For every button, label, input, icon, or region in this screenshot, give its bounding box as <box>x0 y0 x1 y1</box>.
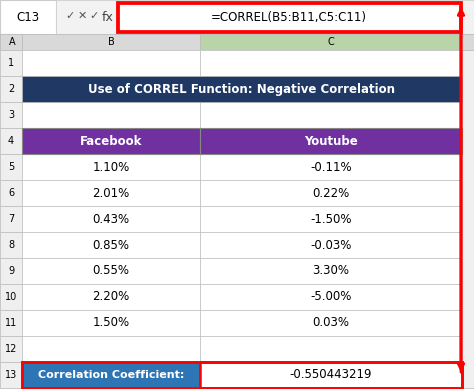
Text: 2: 2 <box>8 84 14 94</box>
Bar <box>0 128 22 154</box>
Bar <box>462 50 474 388</box>
Text: 1.50%: 1.50% <box>92 317 129 329</box>
Text: Correlation Coefficient:: Correlation Coefficient: <box>38 370 184 380</box>
Text: 9: 9 <box>8 266 14 276</box>
Bar <box>22 154 200 180</box>
Bar <box>200 128 462 154</box>
Bar <box>0 258 22 284</box>
Text: =CORREL(B5:B11,C5:C11): =CORREL(B5:B11,C5:C11) <box>211 11 367 23</box>
Bar <box>200 180 462 206</box>
Bar <box>22 76 462 102</box>
Text: -5.00%: -5.00% <box>310 291 352 303</box>
Bar <box>200 34 462 50</box>
Bar <box>22 232 200 258</box>
Text: 12: 12 <box>5 344 17 354</box>
Text: C: C <box>328 37 334 47</box>
Bar <box>0 50 22 76</box>
Bar <box>200 128 462 154</box>
Bar <box>200 76 462 102</box>
Bar <box>22 362 462 388</box>
Text: ✓: ✓ <box>89 11 99 21</box>
Text: 7: 7 <box>8 214 14 224</box>
Bar <box>0 206 22 232</box>
Bar <box>462 34 474 50</box>
Text: 1.10%: 1.10% <box>92 161 129 173</box>
Bar <box>200 362 462 388</box>
Text: C13: C13 <box>17 11 39 23</box>
Bar <box>22 180 200 206</box>
Text: 8: 8 <box>8 240 14 250</box>
Text: 0.85%: 0.85% <box>92 238 129 252</box>
Bar <box>0 154 22 180</box>
Text: fx: fx <box>102 11 114 23</box>
Bar <box>0 336 22 362</box>
Text: Youtube: Youtube <box>304 135 358 147</box>
Bar <box>22 258 200 284</box>
Bar <box>0 76 22 102</box>
Bar <box>200 154 462 180</box>
Bar <box>200 284 462 310</box>
Bar <box>0 232 22 258</box>
Text: Use of CORREL Function: Negative Correlation: Use of CORREL Function: Negative Correla… <box>89 82 395 96</box>
Bar <box>22 362 200 388</box>
Text: 0.43%: 0.43% <box>92 212 129 226</box>
Bar <box>0 34 22 50</box>
Text: 5: 5 <box>8 162 14 172</box>
Bar <box>0 0 474 34</box>
Text: 2.20%: 2.20% <box>92 291 129 303</box>
Text: Facebook: Facebook <box>80 135 142 147</box>
Text: 6: 6 <box>8 188 14 198</box>
Text: A: A <box>9 37 15 47</box>
Bar <box>22 284 200 310</box>
Text: -0.03%: -0.03% <box>310 238 352 252</box>
Bar <box>22 128 200 154</box>
Bar <box>22 362 200 388</box>
Bar <box>22 34 200 50</box>
Bar <box>22 336 200 362</box>
Bar <box>200 50 462 76</box>
Text: ✕: ✕ <box>77 11 87 21</box>
Text: 1: 1 <box>8 58 14 68</box>
Bar <box>22 102 200 128</box>
Text: 11: 11 <box>5 318 17 328</box>
Bar <box>22 50 200 76</box>
Text: 0.22%: 0.22% <box>312 186 350 200</box>
Text: 3.30%: 3.30% <box>312 265 349 277</box>
Bar <box>22 128 200 154</box>
Bar <box>0 34 22 50</box>
Bar <box>200 258 462 284</box>
Bar <box>0 0 56 34</box>
Bar <box>0 310 22 336</box>
Bar <box>56 0 116 34</box>
Text: -0.11%: -0.11% <box>310 161 352 173</box>
Bar <box>200 206 462 232</box>
Bar <box>22 76 200 102</box>
Bar <box>0 362 22 388</box>
Text: 0.03%: 0.03% <box>312 317 349 329</box>
Bar <box>200 336 462 362</box>
Bar <box>0 284 22 310</box>
Bar <box>200 310 462 336</box>
Text: 4: 4 <box>8 136 14 146</box>
Bar <box>0 102 22 128</box>
Text: -1.50%: -1.50% <box>310 212 352 226</box>
Text: 3: 3 <box>8 110 14 120</box>
Text: 2.01%: 2.01% <box>92 186 129 200</box>
Bar <box>117 2 461 32</box>
Text: B: B <box>108 37 114 47</box>
Bar <box>0 180 22 206</box>
Bar <box>200 232 462 258</box>
Text: 10: 10 <box>5 292 17 302</box>
Text: 13: 13 <box>5 370 17 380</box>
Text: -0.550443219: -0.550443219 <box>290 368 372 382</box>
Bar <box>118 3 460 31</box>
Text: 0.55%: 0.55% <box>92 265 129 277</box>
Bar <box>22 206 200 232</box>
Text: ✓: ✓ <box>65 11 75 21</box>
Bar <box>200 362 462 388</box>
Bar <box>200 102 462 128</box>
Bar <box>22 310 200 336</box>
Bar <box>0 34 474 50</box>
